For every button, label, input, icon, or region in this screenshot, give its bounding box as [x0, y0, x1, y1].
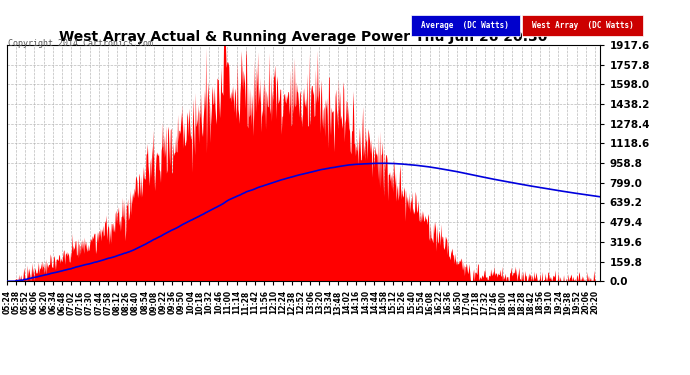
- FancyBboxPatch shape: [522, 15, 643, 36]
- Text: Copyright 2014 Cartronics.com: Copyright 2014 Cartronics.com: [8, 39, 153, 48]
- Text: Average  (DC Watts): Average (DC Watts): [421, 21, 509, 30]
- Text: West Array  (DC Watts): West Array (DC Watts): [532, 21, 633, 30]
- FancyBboxPatch shape: [411, 15, 520, 36]
- Title: West Array Actual & Running Average Power Thu Jun 26 20:30: West Array Actual & Running Average Powe…: [59, 30, 548, 44]
